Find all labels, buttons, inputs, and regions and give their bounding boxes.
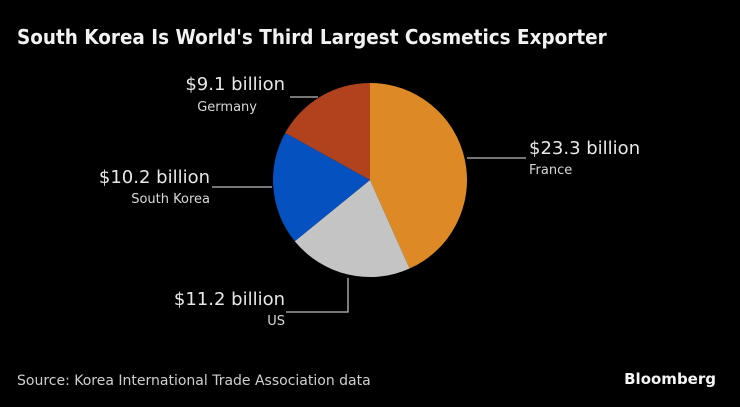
pie-slice-france <box>370 83 467 269</box>
pie-slice-us <box>294 180 410 277</box>
pie-slice-germany <box>285 83 370 180</box>
category-label-germany: Germany <box>197 100 257 115</box>
pie-slice-south-korea <box>273 132 370 242</box>
value-label-france: $23.3 billion <box>529 138 641 159</box>
bloomberg-logo: Bloomberg <box>624 370 716 388</box>
source-note: Source: Korea International Trade Associ… <box>17 373 371 389</box>
value-label-south-korea: $10.2 billion <box>98 167 210 188</box>
category-label-france: France <box>529 163 573 178</box>
leader-line-us <box>286 278 349 313</box>
value-label-germany: $9.1 billion <box>185 74 285 95</box>
value-label-us: $11.2 billion <box>173 289 285 310</box>
category-label-us: US <box>267 314 285 329</box>
category-label-south-korea: South Korea <box>131 192 210 207</box>
chart-title: South Korea Is World's Third Largest Cos… <box>17 25 607 49</box>
